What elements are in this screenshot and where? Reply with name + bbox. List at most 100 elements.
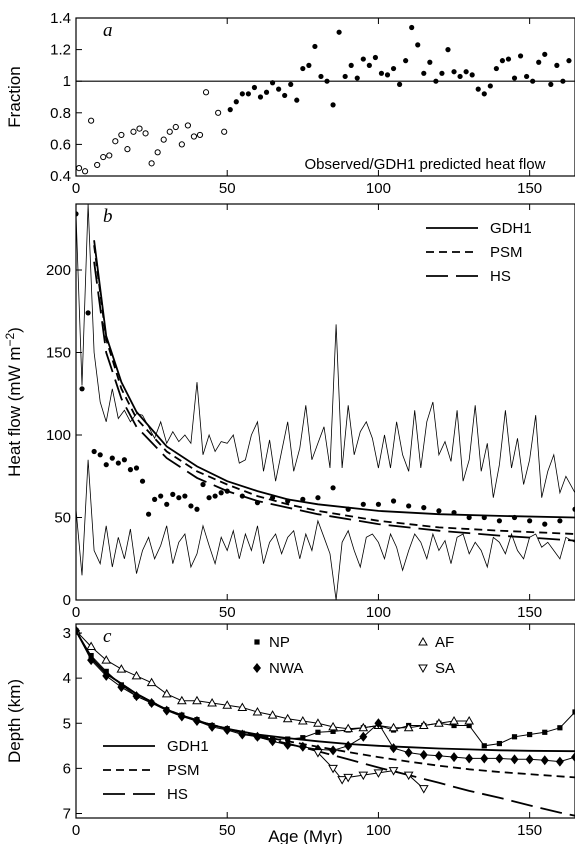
- data-point: [178, 141, 185, 148]
- data-point: [202, 89, 210, 96]
- legend-af-marker: [418, 636, 428, 646]
- data-point: [464, 715, 475, 725]
- y-tick-label: 7: [63, 805, 71, 822]
- data-point: [375, 501, 382, 507]
- y-tick-label: 5: [63, 715, 71, 732]
- data-point: [343, 773, 354, 783]
- series-filled-circle-1: [227, 24, 572, 113]
- data-point: [493, 65, 499, 72]
- data-point: [85, 310, 91, 316]
- data-point: [276, 86, 282, 92]
- data-point: [480, 753, 489, 764]
- data-point: [177, 711, 186, 722]
- y-axis-label: Depth (km): [5, 679, 24, 763]
- data-point: [221, 128, 228, 135]
- data-point: [449, 715, 459, 725]
- series-hs: [76, 630, 575, 817]
- data-point: [206, 495, 212, 501]
- data-point: [227, 107, 233, 113]
- plot-area: [76, 625, 575, 817]
- data-point: [300, 735, 306, 741]
- data-point: [384, 72, 391, 78]
- data-point: [94, 161, 101, 169]
- data-point: [540, 755, 549, 766]
- data-point: [481, 743, 487, 749]
- data-point: [557, 518, 563, 524]
- data-point: [557, 725, 563, 731]
- data-point: [263, 89, 270, 95]
- data-point: [418, 785, 429, 794]
- data-point: [354, 75, 360, 81]
- data-point: [390, 498, 397, 504]
- data-point: [469, 72, 475, 78]
- data-point: [306, 62, 312, 68]
- data-point: [466, 722, 472, 729]
- annotation: Observed/GDH1 predicted heat flow: [305, 156, 546, 173]
- data-point: [358, 771, 369, 781]
- data-point: [251, 84, 258, 91]
- panel-letter: b: [103, 206, 113, 227]
- data-point: [434, 750, 443, 761]
- legend-sa-marker: [418, 664, 428, 674]
- data-point: [505, 56, 512, 62]
- y-tick-label: 1.4: [50, 10, 71, 27]
- data-point: [496, 518, 502, 524]
- data-point: [404, 747, 413, 758]
- data-point: [166, 128, 173, 135]
- data-point: [450, 752, 459, 763]
- data-point: [269, 495, 276, 501]
- data-point: [87, 655, 96, 666]
- data-point: [548, 81, 554, 87]
- legend-np-label: NP: [269, 634, 290, 651]
- data-point: [313, 749, 323, 758]
- series-nwa-line: [76, 630, 575, 763]
- data-point: [572, 709, 575, 715]
- y-tick-label: 200: [46, 262, 71, 279]
- data-point: [360, 501, 366, 507]
- y-tick-label: 50: [54, 510, 71, 527]
- series-thin-upper-4-line: [76, 204, 575, 498]
- data-point: [496, 740, 502, 747]
- data-point: [282, 713, 293, 723]
- y-tick-label: 0.4: [50, 168, 71, 185]
- data-point: [285, 498, 291, 504]
- y-tick-label: 0.6: [50, 136, 71, 153]
- series-thin-lower-5: [76, 459, 575, 600]
- data-point: [76, 211, 79, 217]
- data-point: [298, 741, 307, 752]
- data-point: [481, 91, 487, 97]
- x-tick-label: 50: [219, 822, 236, 839]
- y-tick-label: 100: [46, 427, 71, 444]
- x-tick-label: 50: [219, 604, 236, 621]
- data-point: [131, 670, 142, 680]
- data-point: [433, 78, 439, 84]
- data-point: [224, 488, 230, 494]
- data-point: [300, 65, 306, 72]
- data-point: [415, 42, 421, 48]
- data-point: [208, 721, 217, 732]
- data-point: [102, 670, 111, 681]
- data-point: [324, 78, 330, 84]
- plot-area: [76, 204, 575, 600]
- data-point: [374, 718, 383, 729]
- data-point: [101, 655, 112, 664]
- data-point: [146, 677, 157, 687]
- data-point: [212, 493, 218, 499]
- data-point: [215, 109, 222, 116]
- data-point: [130, 128, 137, 135]
- data-point: [223, 725, 232, 736]
- data-point: [358, 722, 369, 732]
- data-point: [342, 73, 348, 80]
- y-tick-label: 0.8: [50, 105, 71, 122]
- series-open-circle-0: [76, 89, 228, 175]
- data-point: [409, 24, 415, 31]
- legend-sa-label: SA: [435, 660, 455, 677]
- data-point: [511, 734, 518, 740]
- data-point: [254, 500, 261, 506]
- data-point: [222, 700, 233, 709]
- series-gdh1-line: [76, 630, 575, 753]
- series-np: [76, 628, 575, 749]
- panel-c: 0 50 100 150 3 4 5 6 7 Depth (km) Age (Myr) c GDH1 PS…: [5, 623, 575, 844]
- data-point: [252, 706, 263, 716]
- data-point: [117, 682, 126, 693]
